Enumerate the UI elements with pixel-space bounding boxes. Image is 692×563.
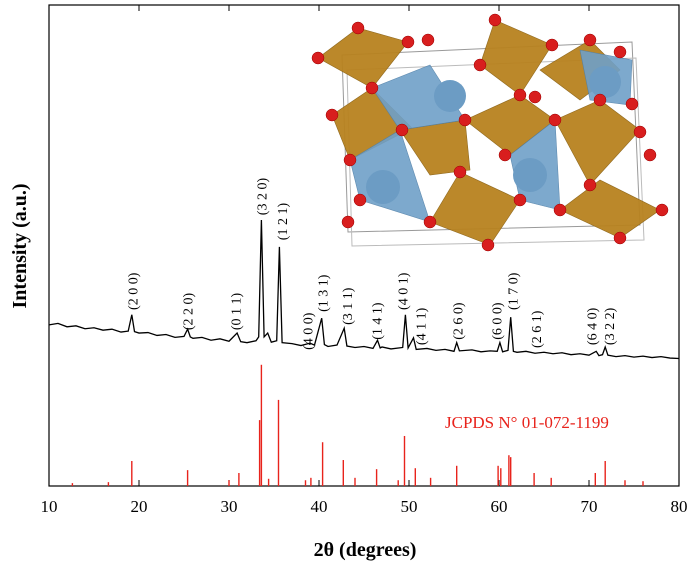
pattern-line [48, 219, 680, 360]
peak-label: (3 1 1) [341, 287, 356, 325]
peak-label: (6 0 0) [490, 302, 505, 340]
peak-label: (1 7 0) [507, 272, 522, 310]
peak-label: (4 0 0) [301, 312, 316, 350]
x-tick-label: 10 [41, 497, 58, 516]
peak-label: (4 1 1) [415, 307, 430, 345]
x-tick-label: 50 [401, 497, 418, 516]
peak-label: (3 2 2) [603, 307, 618, 345]
peak-label: (1 4 1) [371, 302, 386, 340]
peak-label: (6 4 0) [586, 307, 601, 345]
plot-frame [48, 4, 680, 487]
peak-label: (2 2 0) [182, 292, 197, 330]
y-axis-label: Intensity (a.u.) [9, 183, 31, 308]
crystal-inset [311, 13, 669, 252]
peak-label: (4 0 1) [397, 272, 412, 310]
peak-label: (2 6 1) [530, 310, 545, 348]
peak-label: (0 1 1) [229, 292, 244, 330]
peak-label: (2 6 0) [452, 302, 467, 340]
x-tick-label: 20 [131, 497, 148, 516]
x-axis-label: 2θ (degrees) [314, 539, 417, 561]
peak-label: (1 3 1) [317, 274, 332, 312]
x-tick-label: 40 [311, 497, 328, 516]
x-tick-label: 80 [671, 497, 688, 516]
peak-label: (1 2 1) [276, 203, 291, 241]
peak-label: (3 2 0) [255, 178, 270, 216]
x-tick-label: 60 [491, 497, 508, 516]
x-tick-label: 30 [221, 497, 238, 516]
peak-label: (2 0 0) [127, 272, 142, 310]
x-tick-label: 70 [581, 497, 598, 516]
reference-label: JCPDS N° 01-072-1199 [445, 413, 609, 432]
